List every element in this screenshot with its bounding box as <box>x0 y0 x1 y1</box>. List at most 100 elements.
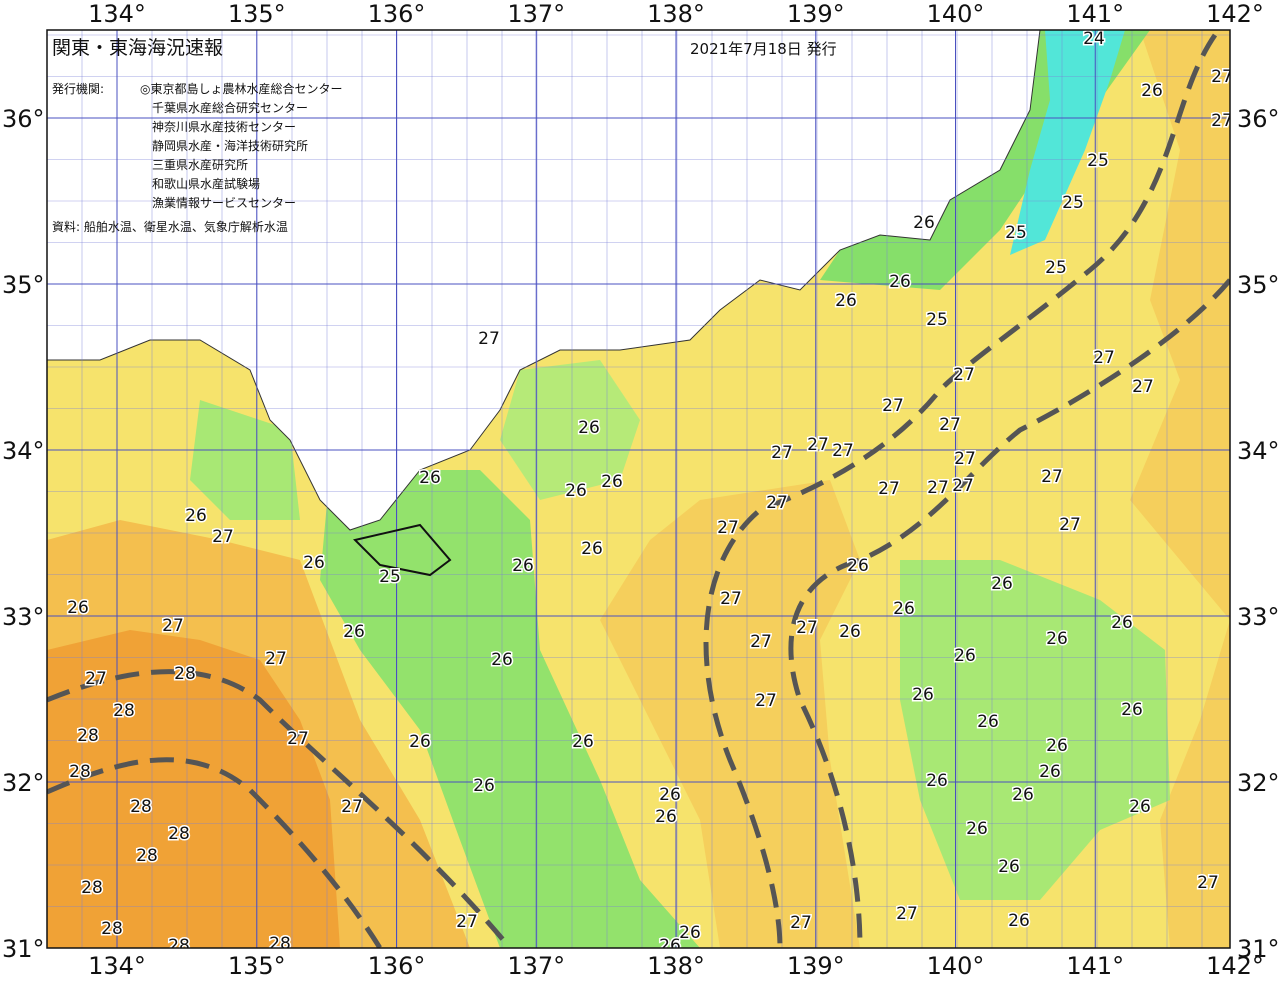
contour-label: 28 <box>77 726 99 746</box>
latitude-label: 35° <box>2 271 45 299</box>
contour-label: 28 <box>136 846 158 866</box>
source: 資料: 船舶水温、衛星水温、気象庁解析水温 <box>52 219 288 234</box>
latitude-label: 36° <box>2 105 45 133</box>
contour-label: 26 <box>185 506 207 526</box>
contour-label: 26 <box>419 468 441 488</box>
issuer: ◎東京都島しょ農林水産総合センター <box>140 81 342 96</box>
longitude-label: 135° <box>228 0 286 28</box>
contour-label: 27 <box>1093 348 1115 368</box>
contour-label: 28 <box>69 762 91 782</box>
longitude-label: 134° <box>88 0 146 28</box>
longitude-label: 139° <box>787 952 845 980</box>
contour-label: 26 <box>659 785 681 805</box>
contour-label: 26 <box>565 481 587 501</box>
current-line <box>47 757 383 948</box>
cool-area <box>320 470 700 948</box>
issuer: 静岡県水産・海洋技術研究所 <box>152 138 308 153</box>
current-axis <box>47 33 1230 948</box>
contour-label: 27 <box>755 691 777 711</box>
contour-label: 28 <box>101 919 123 939</box>
contour-label: 27 <box>456 912 478 932</box>
contour-label: 25 <box>1045 258 1067 278</box>
contour-label: 26 <box>913 213 935 233</box>
contour-label: 26 <box>679 923 701 943</box>
longitude-label: 137° <box>507 952 565 980</box>
contour-label: 27 <box>954 449 976 469</box>
contour-label: 27 <box>766 493 788 513</box>
issuer: 三重県水産研究所 <box>152 157 248 172</box>
contour-label: 28 <box>168 824 190 844</box>
contour-label: 26 <box>578 418 600 438</box>
contour-label: 27 <box>790 913 812 933</box>
contour-label: 24 <box>1083 29 1105 49</box>
contour-label: 26 <box>1012 785 1034 805</box>
cold-area <box>1010 30 1125 255</box>
issuer: 漁業情報サービスセンター <box>152 196 296 210</box>
contour-label: 26 <box>655 807 677 827</box>
contour-label: 26 <box>1039 762 1061 782</box>
latitude-label: 34° <box>2 437 45 465</box>
contour-label: 27 <box>341 797 363 817</box>
contour-label: 25 <box>1005 223 1027 243</box>
contour-label: 27 <box>953 365 975 385</box>
contour-label: 26 <box>912 685 934 705</box>
contour-label: 26 <box>1111 613 1133 633</box>
contour-label: 26 <box>1121 700 1143 720</box>
contour-label: 27 <box>85 669 107 689</box>
contour-label: 28 <box>174 664 196 684</box>
contour-label: 26 <box>1141 81 1163 101</box>
longitude-label: 142° <box>1206 952 1264 980</box>
cool-area <box>500 360 640 500</box>
contour-label: 26 <box>512 556 534 576</box>
contour-label: 26 <box>572 732 594 752</box>
cool-area <box>900 560 1170 900</box>
contour-label: 27 <box>882 396 904 416</box>
contour-label: 27 <box>212 527 234 547</box>
contour-label: 26 <box>659 936 681 956</box>
contour-label: 26 <box>893 599 915 619</box>
longitude-label: 138° <box>647 0 705 28</box>
latitude-label: 31° <box>1237 935 1280 963</box>
contour-label: 27 <box>1197 873 1219 893</box>
contour-label: 27 <box>807 435 829 455</box>
grid <box>47 30 1230 948</box>
contour-label: 27 <box>265 649 287 669</box>
contour-label: 27 <box>939 415 961 435</box>
contour-label: 27 <box>832 441 854 461</box>
contour-label: 26 <box>303 553 325 573</box>
contour-label: 26 <box>1046 736 1068 756</box>
contour-label: 26 <box>926 771 948 791</box>
contour-label: 26 <box>1008 911 1030 931</box>
contour-label: 25 <box>379 567 401 587</box>
contour-label: 28 <box>130 797 152 817</box>
contour-label: 25 <box>1087 151 1109 171</box>
contour-label: 27 <box>927 478 949 498</box>
contour-label: 27 <box>478 329 500 349</box>
issue-date: 2021年7月18日 発行 <box>690 40 837 58</box>
contour-label: 27 <box>717 518 739 538</box>
contour-label: 26 <box>889 272 911 292</box>
current-line <box>703 33 1218 948</box>
title: 関東・東海海況速報 <box>52 37 223 59</box>
contour-label: 27 <box>720 589 742 609</box>
longitude-label: 136° <box>368 952 426 980</box>
map-frame <box>46 29 1231 949</box>
contour-label: 26 <box>581 539 603 559</box>
longitude-label: 141° <box>1066 0 1124 28</box>
contour-label: 26 <box>601 472 623 492</box>
contour-label: 26 <box>847 556 869 576</box>
contour-label: 25 <box>1062 193 1084 213</box>
latitude-label: 32° <box>2 769 45 797</box>
issuer: 神奈川県水産技術センター <box>152 119 296 134</box>
latitude-label: 33° <box>1237 603 1280 631</box>
longitude-label: 142° <box>1206 0 1264 28</box>
contour-label: 26 <box>67 598 89 618</box>
contour-label: 28 <box>81 878 103 898</box>
contour-label: 26 <box>343 622 365 642</box>
contour-label: 26 <box>977 712 999 732</box>
longitude-label: 140° <box>927 0 985 28</box>
latitude-label: 35° <box>1237 271 1280 299</box>
